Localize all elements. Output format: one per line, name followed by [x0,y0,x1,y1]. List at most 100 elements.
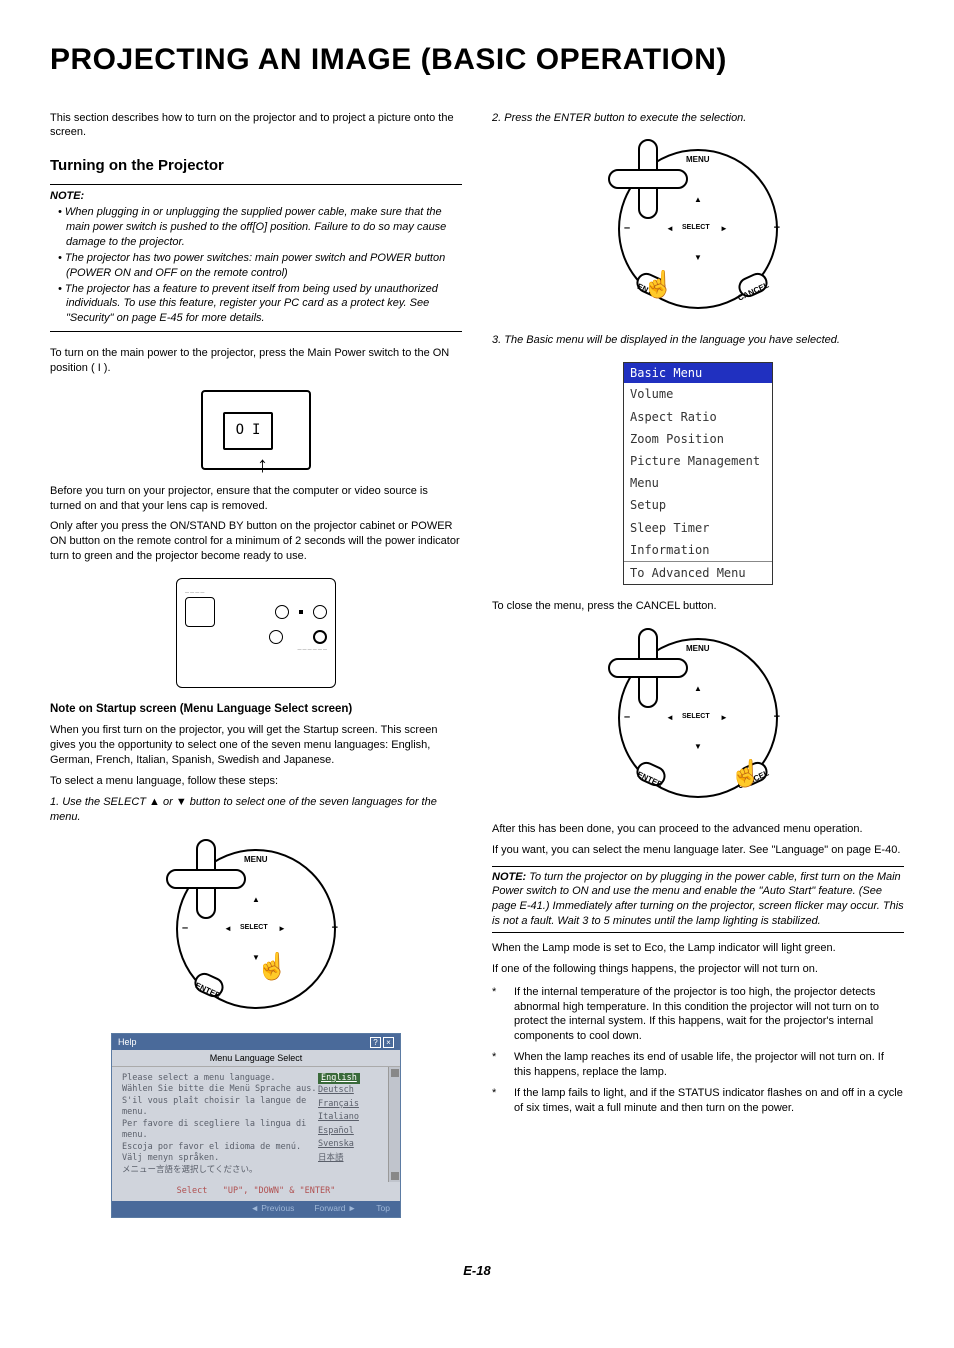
star-item: When the lamp reaches its end of usable … [492,1050,904,1080]
dpad-menu-label: MENU [244,855,268,866]
menu-item: Picture Management [624,450,772,472]
lang-prompt: Per favore di scegliere la lingua di men… [122,1119,318,1142]
two-column-layout: This section describes how to turn on th… [50,105,904,1232]
menu-item: Information [624,539,772,561]
lang-prompt: Wählen Sie bitte die Menü Sprache aus. [122,1084,318,1095]
dpad-select-label: SELECT [682,223,710,232]
finger-icon: ☝ [642,267,674,302]
right-column: 2. Press the ENTER button to execute the… [492,105,904,1232]
dpad-minus-label: – [624,710,630,725]
finger-icon: ☝ [256,949,288,984]
dpad-minus-label: – [624,221,630,236]
step-1: 1. Use the SELECT ▲ or ▼ button to selec… [50,795,462,825]
hint-keys: "UP", "DOWN" & "ENTER" [223,1186,336,1196]
menu-item: Volume [624,383,772,405]
star-item: If the internal temperature of the proje… [492,985,904,1044]
triangle-left-icon: ◄ [666,713,674,724]
section-heading: Turning on the Projector [50,156,462,176]
left-column: This section describes how to turn on th… [50,105,462,1232]
figure-basic-menu: Basic Menu Volume Aspect Ratio Zoom Posi… [492,362,904,585]
after-text-2: If you want, you can select the menu lan… [492,843,904,858]
lang-option: 日本語 [318,1152,378,1165]
step-3: 3. The Basic menu will be displayed in t… [492,333,904,348]
lang-prompt: Välj menyn språken. [122,1153,318,1164]
close-icon: × [383,1037,394,1048]
dialog-header: Menu Language Select [112,1050,400,1067]
intro-text: This section describes how to turn on th… [50,111,462,141]
lang-prompt: S'il vous plaît choisir la langue de men… [122,1096,318,1119]
step-2: 2. Press the ENTER button to execute the… [492,111,904,126]
switch-off-label: O [236,421,244,440]
main-power-text: To turn on the main power to the project… [50,346,462,376]
dialog-title: Help [118,1036,137,1048]
menu-footer-item: To Advanced Menu [624,561,772,584]
scrollbar [388,1067,400,1182]
hint-pre: Select [177,1186,208,1196]
dpad-menu-label: MENU [686,155,710,166]
lang-option-selected: English [318,1073,360,1084]
dialog-footer: ◄ Previous Forward ► Top [112,1201,400,1216]
figure-language-dialog: Help ?× Menu Language Select Please sele… [50,1033,462,1218]
subsection-heading: Note on Startup screen (Menu Language Se… [50,702,462,718]
dpad-plus-label: + [774,221,780,236]
eco-text: When the Lamp mode is set to Eco, the La… [492,941,904,956]
note-block: NOTE: When plugging in or unplugging the… [50,184,462,332]
lang-prompt: Please select a menu language. [122,1073,318,1084]
only-after-text: Only after you press the ON/STAND BY but… [50,519,462,564]
language-options: English Deutsch Français Italiano Españo… [318,1073,378,1176]
triangle-down-icon: ▼ [694,253,702,264]
note-item: The projector has two power switches: ma… [58,251,462,281]
triangle-right-icon: ► [720,713,728,724]
menu-item: Setup [624,494,772,516]
lang-option: Français [318,1098,378,1111]
triangle-right-icon: ► [720,224,728,235]
dpad-menu-label: MENU [686,644,710,655]
footer-top: Top [376,1203,390,1214]
footer-prev: ◄ Previous [250,1203,294,1214]
lang-prompt: Escoja por favor el idioma de menú. [122,1142,318,1153]
dpad-select-label: SELECT [240,923,268,932]
window-buttons: ?× [368,1036,394,1048]
note-item: When plugging in or unplugging the suppl… [58,205,462,250]
finger-icon: ☝ [730,756,762,791]
lang-option: Español [318,1125,378,1138]
lang-option: Svenska [318,1138,378,1151]
triangle-left-icon: ◄ [666,224,674,235]
after-text-1: After this has been done, you can procee… [492,822,904,837]
lang-option: Italiano [318,1111,378,1124]
star-item: If the lamp fails to light, and if the S… [492,1086,904,1116]
figure-power-switch: O I ↑ [50,390,462,470]
footer-next: Forward ► [314,1203,356,1214]
star-list: If the internal temperature of the proje… [492,985,904,1116]
arrow-up-icon: ↑ [257,450,268,480]
help-icon: ? [370,1037,381,1048]
before-text: Before you turn on your projector, ensur… [50,484,462,514]
dialog-select-hint: Select "UP", "DOWN" & "ENTER" [112,1182,400,1201]
inline-note: NOTE: To turn the projector on by pluggi… [492,866,904,933]
startup-text-1: When you first turn on the projector, yo… [50,723,462,768]
page-number: E-18 [50,1262,904,1280]
triangle-up-icon: ▲ [694,195,702,206]
menu-item: Sleep Timer [624,517,772,539]
triangle-up-icon: ▲ [252,895,260,906]
note-item: The projector has a feature to prevent i… [58,282,462,327]
dpad-minus-label: – [182,921,188,936]
switch-on-label: I [252,421,260,440]
triangle-right-icon: ► [278,924,286,935]
figure-dpad-cancel: MENU SELECT ENTER CANCEL – + ▲ ▼ ◄ ► ☝ [492,628,904,808]
page-title: PROJECTING AN IMAGE (BASIC OPERATION) [50,40,904,81]
menu-item: Aspect Ratio [624,406,772,428]
lang-prompt: メニュー言語を選択してください。 [122,1165,318,1176]
figure-dpad-enter: MENU SELECT ENTER CANCEL – + ▲ ▼ ◄ ► ☝ [492,139,904,319]
triangle-left-icon: ◄ [224,924,232,935]
note-label: NOTE: [50,189,462,204]
dpad-plus-label: + [332,921,338,936]
menu-item: Zoom Position [624,428,772,450]
dpad-plus-label: + [774,710,780,725]
startup-text-2: To select a menu language, follow these … [50,774,462,789]
menu-item: Menu [624,472,772,494]
fail-intro-text: If one of the following things happens, … [492,962,904,977]
figure-dpad-select: MENU SELECT ENTER – + ▲ ▼ ◄ ► ☝ [50,839,462,1019]
triangle-down-icon: ▼ [694,742,702,753]
close-menu-text: To close the menu, press the CANCEL butt… [492,599,904,614]
